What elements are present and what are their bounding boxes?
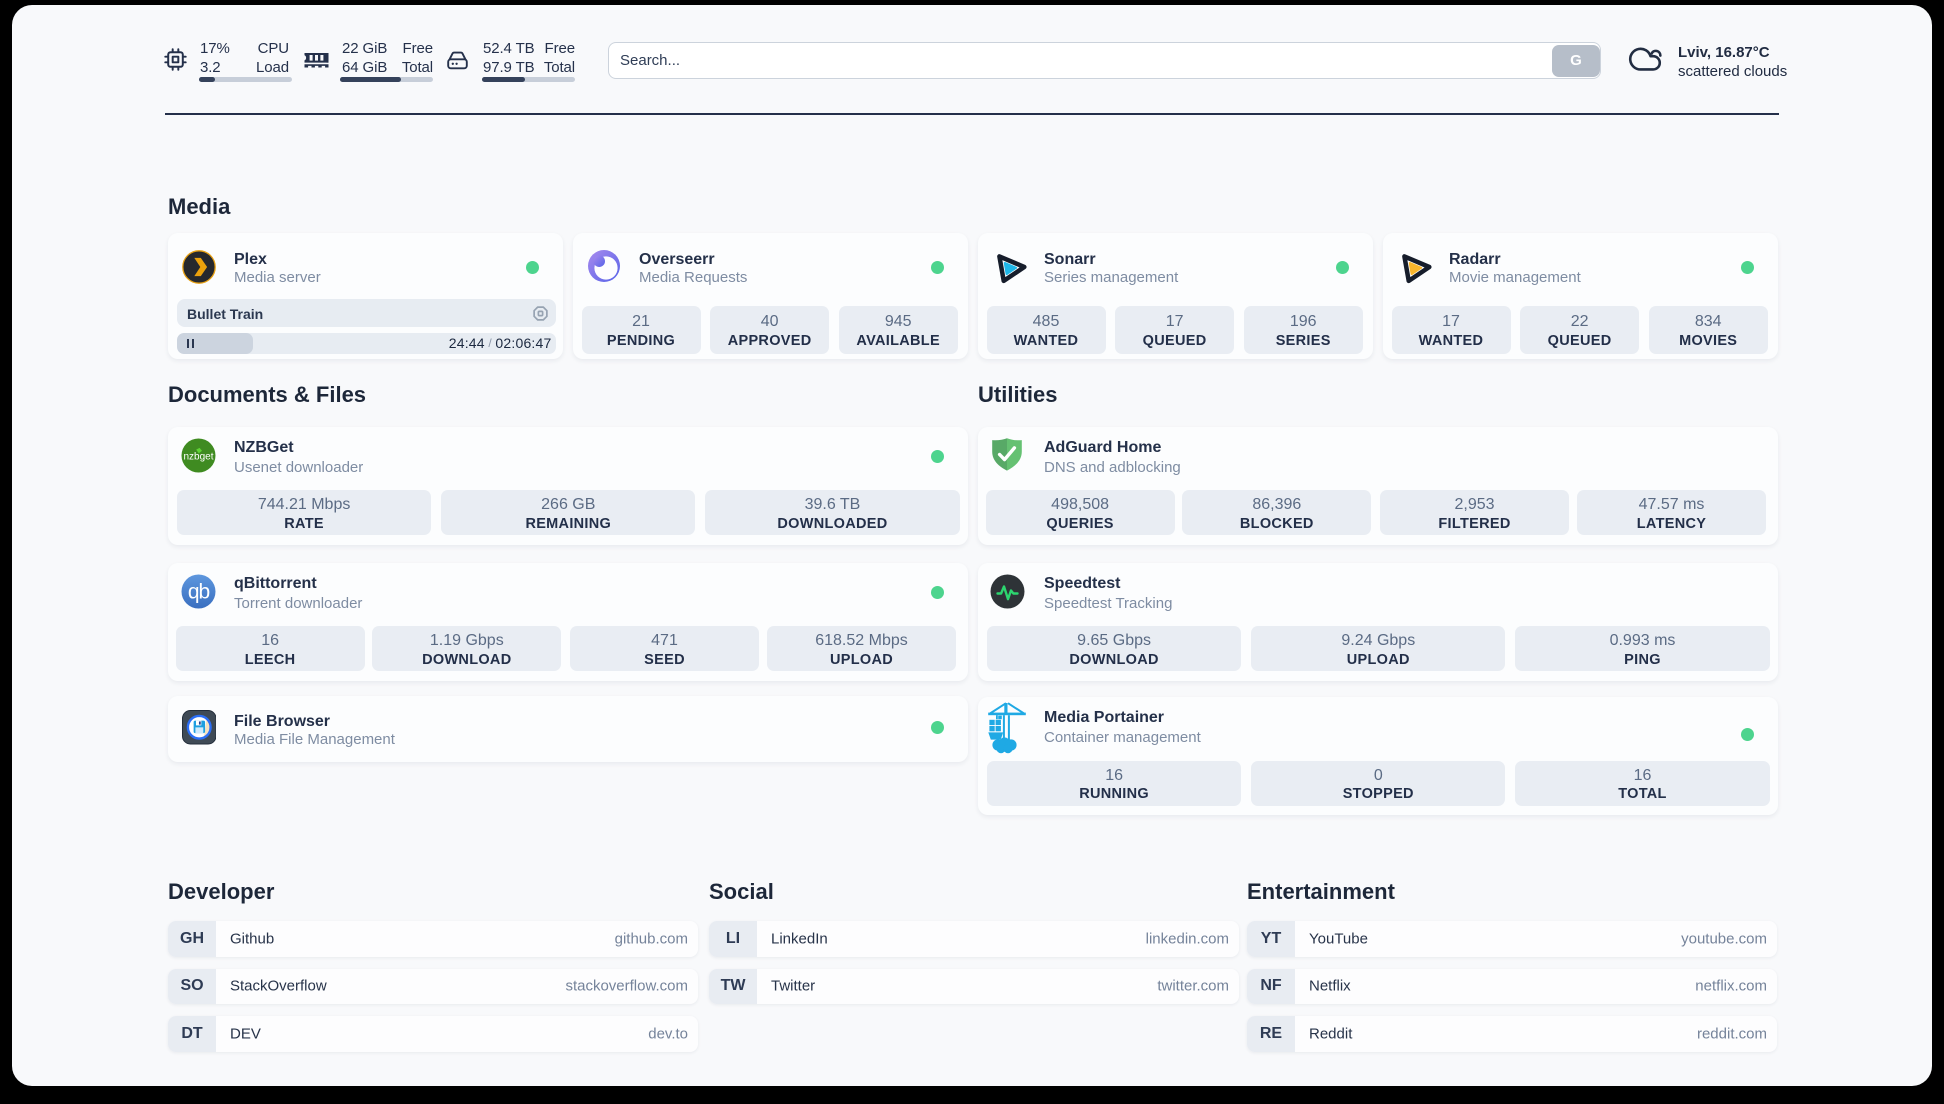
- svg-text:nzbget: nzbget: [183, 452, 213, 463]
- svg-text:qb: qb: [187, 581, 209, 604]
